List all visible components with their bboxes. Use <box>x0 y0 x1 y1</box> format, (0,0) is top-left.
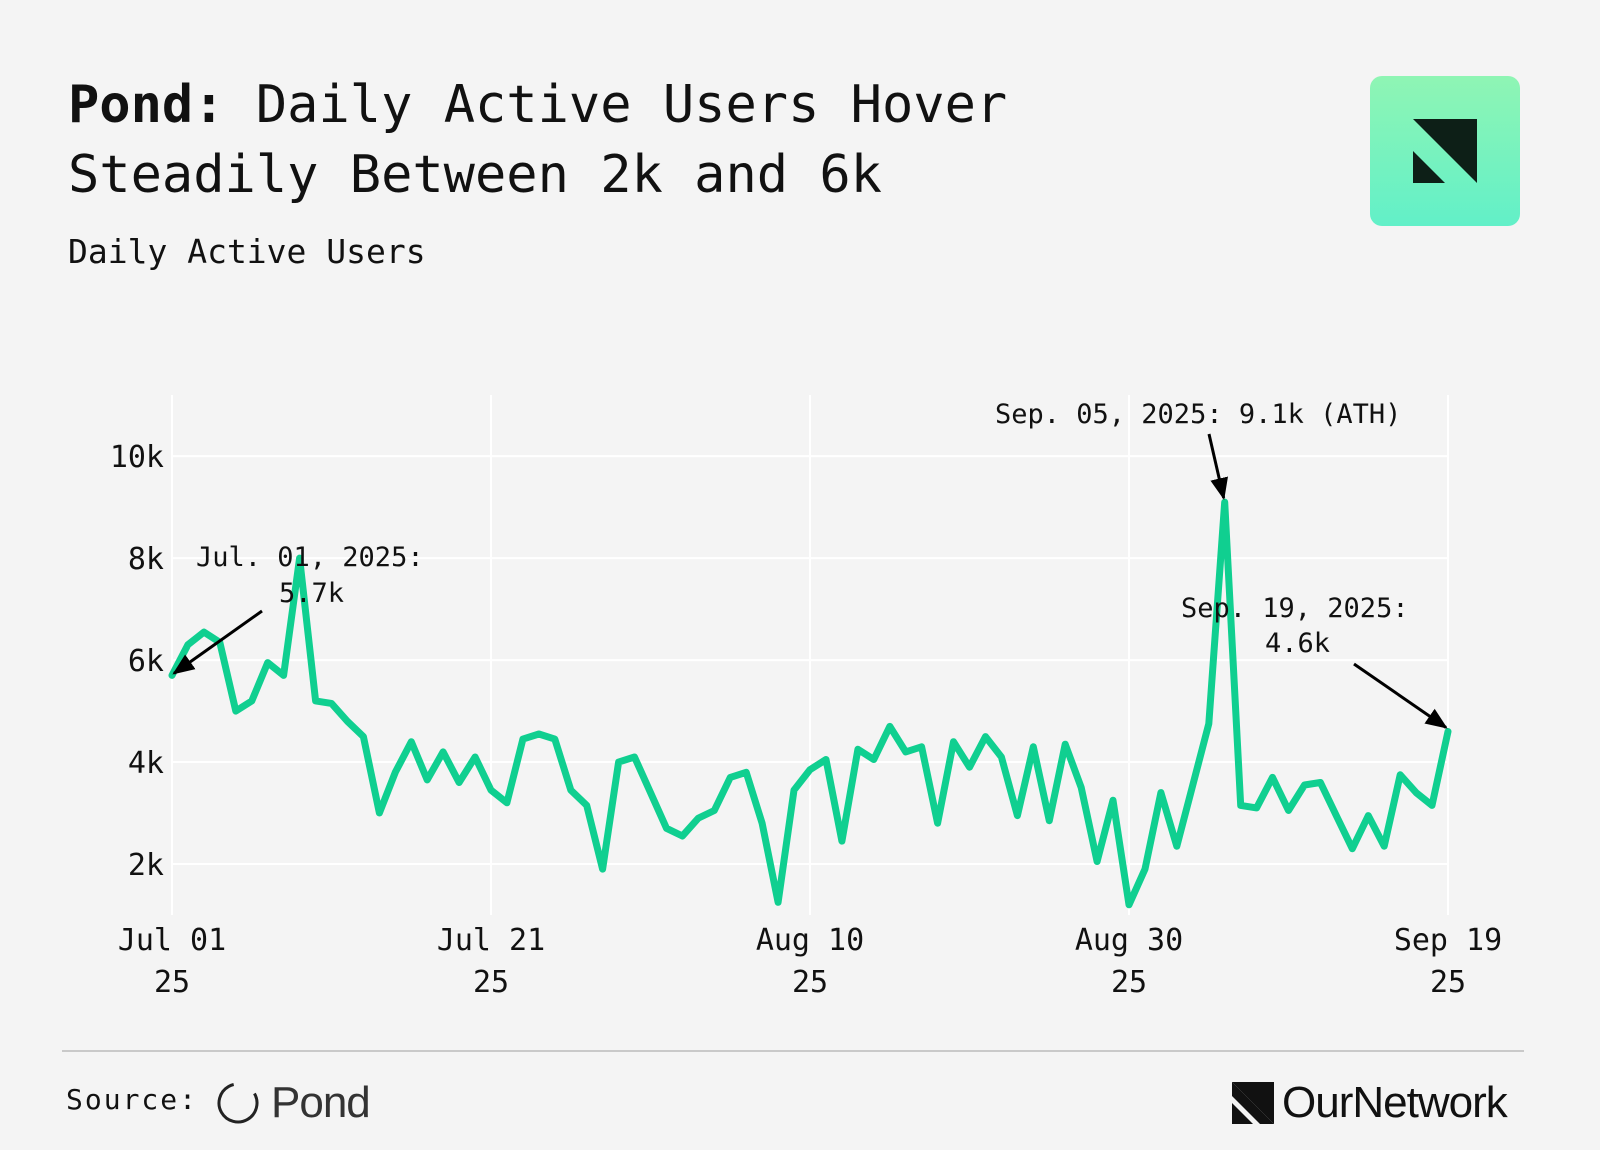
annotation-jul01-value: 5.7k <box>279 578 344 609</box>
y-axis: 2k 4k 6k 8k 10k <box>110 440 164 883</box>
title-bold: Pond: <box>68 75 225 135</box>
y-tick-label: 8k <box>128 542 164 577</box>
chart-subtitle: Daily Active Users <box>68 232 426 271</box>
x-tick-label-year: 25 <box>154 965 190 1000</box>
footer-divider <box>62 1050 1524 1052</box>
x-tick-label: Jul 01 <box>118 923 226 958</box>
series-line-daily-active-users <box>168 498 1452 909</box>
annotation-jul01-label: Jul. 01, 2025: <box>196 542 424 573</box>
ournetwork-brand: OurNetwork <box>1232 1078 1508 1128</box>
pond-circle-icon <box>217 1082 259 1124</box>
x-gridlines <box>171 395 1449 915</box>
x-tick-label: Jul 21 <box>437 923 545 958</box>
x-tick-label-year: 25 <box>792 965 828 1000</box>
chart-title: Pond: Daily Active Users Hover Steadily … <box>68 70 1288 210</box>
annotations: Jul. 01, 2025: 5.7k Sep. 05, 2025: 9.1k (A… <box>172 399 1448 729</box>
x-tick-label-year: 25 <box>1430 965 1466 1000</box>
line-chart: 2k 4k 6k 8k 10k Jul 01 25 Jul 21 25 Aug 10 25 Aug … <box>110 395 1502 1000</box>
annotation-jul01-arrow <box>172 609 263 675</box>
x-tick-label-year: 25 <box>473 965 509 1000</box>
y-tick-label: 10k <box>110 440 164 475</box>
annotation-sep19-label: Sep. 19, 2025: <box>1181 593 1409 624</box>
y-tick-label: 4k <box>128 746 164 781</box>
x-tick-label: Aug 30 <box>1075 923 1183 958</box>
x-tick-label: Sep 19 <box>1394 923 1502 958</box>
source-label: Source: <box>66 1083 199 1116</box>
annotation-sep19-arrow <box>1353 662 1448 729</box>
ournetwork-footer-mark-icon <box>1232 1082 1274 1124</box>
ournetwork-wordmark: OurNetwork <box>1282 1078 1508 1127</box>
annotation-sep19-value: 4.6k <box>1265 628 1330 659</box>
annotation-sep05-arrow <box>1207 433 1228 501</box>
y-tick-label: 6k <box>128 644 164 679</box>
x-tick-label: Aug 10 <box>756 923 864 958</box>
ournetwork-mark-icon <box>1413 119 1477 183</box>
annotation-sep05-label: Sep. 05, 2025: 9.1k (ATH) <box>995 399 1401 430</box>
ournetwork-logo-badge <box>1370 76 1520 226</box>
x-axis: Jul 01 25 Jul 21 25 Aug 10 25 Aug 30 25 Sep 19 25 <box>118 923 1502 1000</box>
pond-logo: Pond <box>215 1078 371 1128</box>
title-rest: Daily Active Users Hover Steadily Betwee… <box>68 75 1008 205</box>
x-tick-label-year: 25 <box>1111 965 1147 1000</box>
pond-wordmark: Pond <box>271 1078 371 1127</box>
y-tick-label: 2k <box>128 848 164 883</box>
